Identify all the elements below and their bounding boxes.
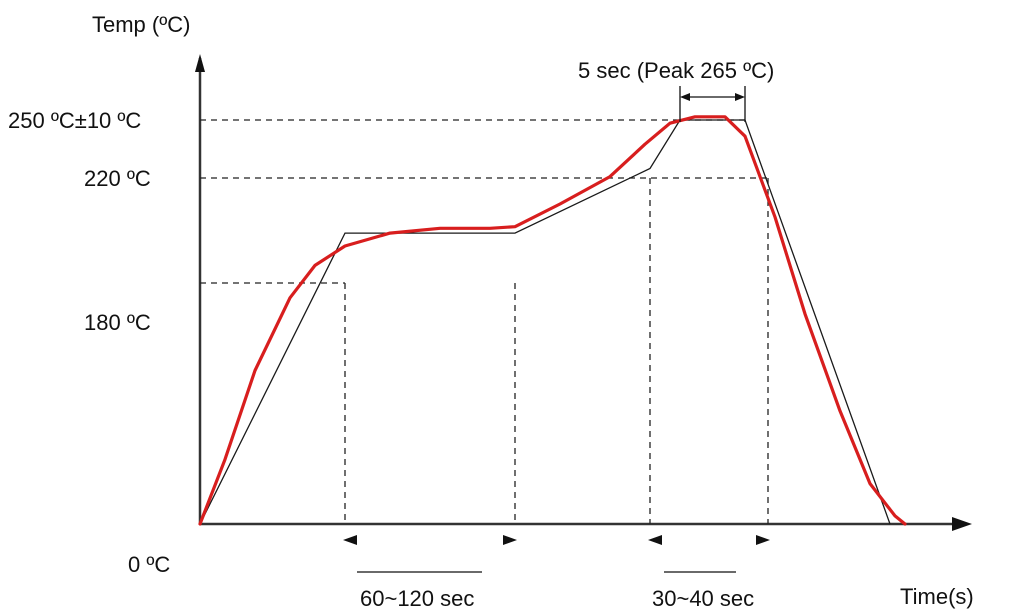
reflow-right-arrow-icon: [756, 535, 770, 545]
reflow-duration-arrows: [648, 535, 770, 573]
ideal-profile-line: [199, 119, 891, 525]
peak-annotation: 5 sec (Peak 265 ºC): [578, 58, 774, 83]
reflow-duration-label: 30~40 sec: [652, 586, 754, 611]
x-axis-title: Time(s): [900, 584, 974, 609]
x-axis-arrow-icon: [952, 517, 972, 531]
y-axis-title: Temp (ºC): [92, 12, 190, 37]
y-tick-label-0: 0 ºC: [128, 552, 170, 577]
y-tick-label-180: 180 ºC: [84, 310, 151, 335]
y-tick-label-220: 220 ºC: [84, 166, 151, 191]
y-axis-arrow-icon: [195, 54, 205, 72]
soak-left-arrow-icon: [343, 535, 357, 545]
y-tick-label-250: 250 ºC±10 ºC: [8, 108, 141, 133]
peak-duration-bracket: [679, 86, 746, 122]
measured-profile-line: [198, 115, 907, 526]
reflow-left-arrow-icon: [648, 535, 662, 545]
soak-right-arrow-icon: [503, 535, 517, 545]
soak-duration-arrows: [343, 535, 517, 573]
soak-duration-label: 60~120 sec: [360, 586, 474, 611]
guide-lines: [200, 119, 770, 524]
